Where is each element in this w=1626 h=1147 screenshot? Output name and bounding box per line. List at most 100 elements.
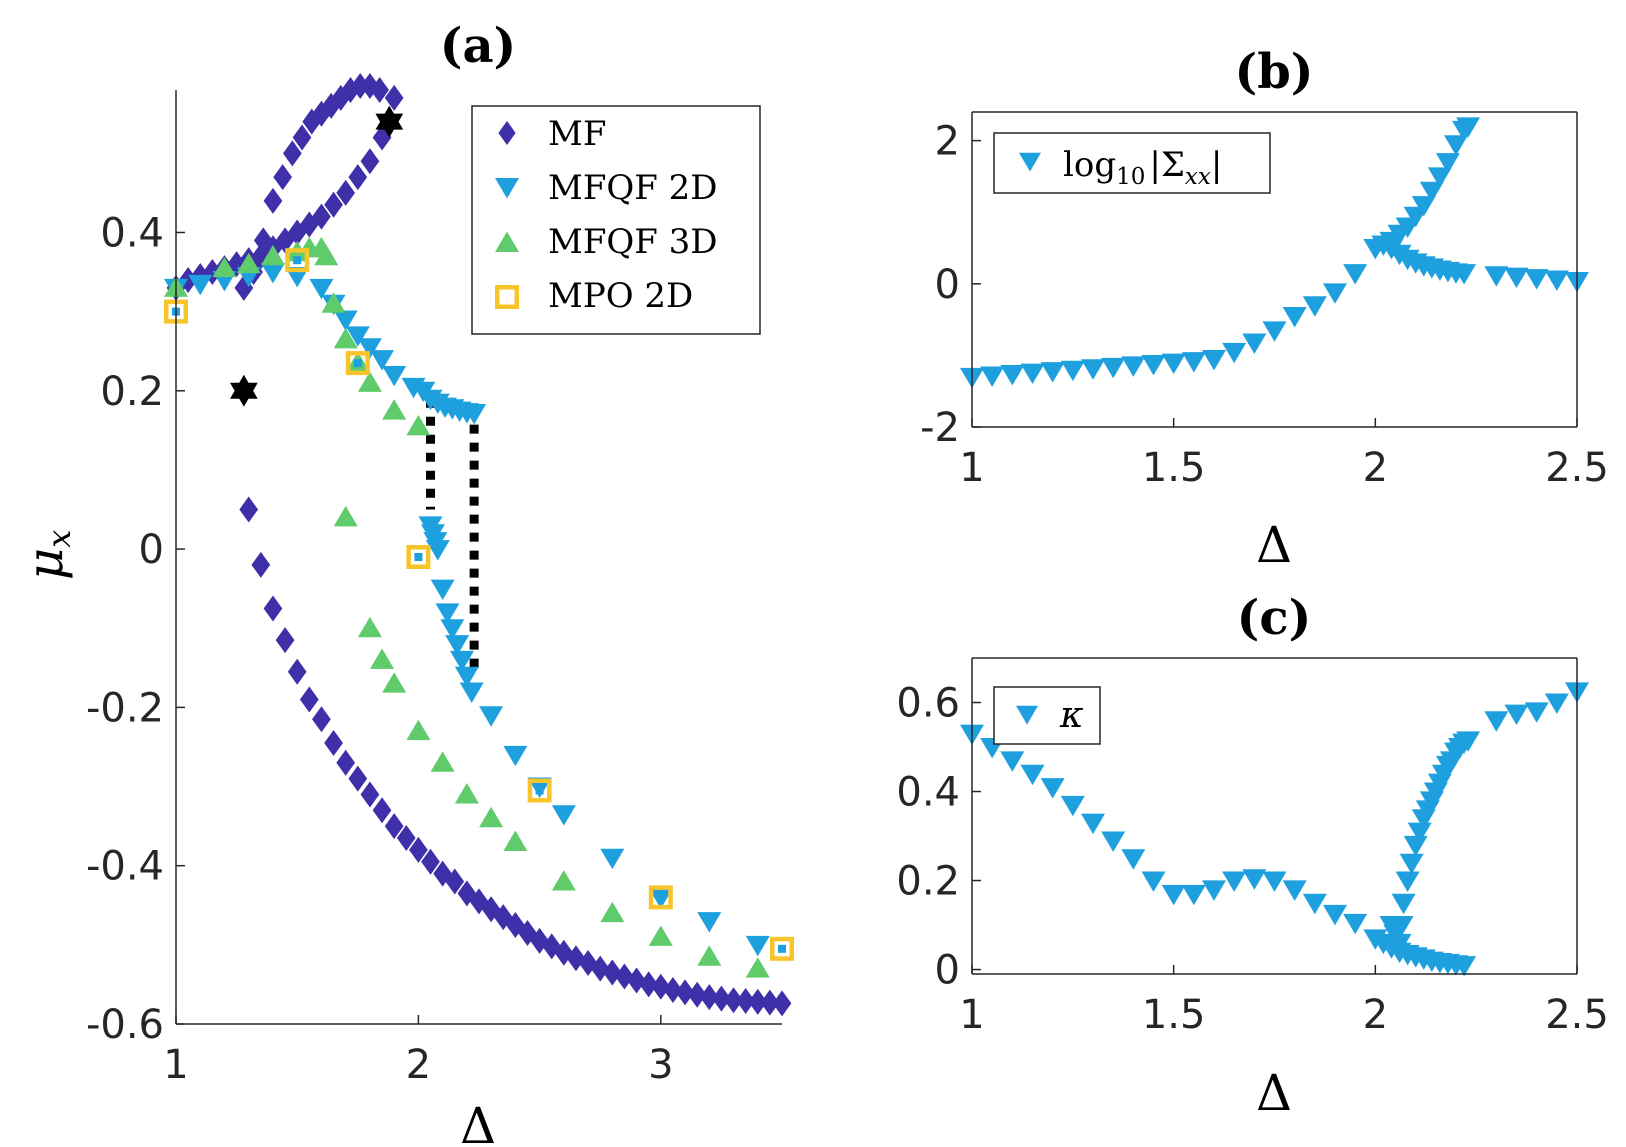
panel-c-title: (c) bbox=[1237, 590, 1312, 646]
data-point-mf bbox=[651, 973, 671, 1000]
legend-marker-kappa bbox=[1016, 705, 1038, 725]
legend-label-kappa: κ bbox=[1059, 695, 1084, 736]
data-point-mpo-2d bbox=[345, 351, 370, 376]
y-tick-label: 0.2 bbox=[896, 859, 960, 905]
panel-b-plot-area bbox=[960, 117, 1589, 389]
y-tick-label: 0.4 bbox=[100, 210, 164, 256]
data-point-log10-xx- bbox=[1060, 360, 1085, 382]
data-point-log10-xx- bbox=[1411, 196, 1436, 217]
data-point-- bbox=[1302, 893, 1327, 915]
data-point-- bbox=[1000, 751, 1025, 772]
data-point-mf bbox=[481, 896, 501, 923]
data-point-mf bbox=[445, 868, 465, 895]
data-point-mf bbox=[282, 140, 302, 167]
data-point-- bbox=[1121, 849, 1146, 870]
data-point-mpo-2d-center bbox=[535, 786, 544, 795]
data-point-mfqf-3d bbox=[551, 870, 576, 891]
data-point-mfqf-2d bbox=[450, 650, 475, 672]
x-tick-label: 2 bbox=[406, 1042, 431, 1088]
y-tick-label: 0 bbox=[935, 948, 960, 994]
data-point-- bbox=[1403, 835, 1428, 857]
data-point-mfqf-3d bbox=[333, 327, 358, 349]
legend-label-mf: MF bbox=[548, 114, 606, 154]
x-tick-label: 1.5 bbox=[1142, 992, 1206, 1038]
y-tick-label: -2 bbox=[920, 405, 960, 451]
panel-a-x-label: Δ bbox=[460, 1097, 496, 1147]
data-point-mf bbox=[234, 274, 254, 301]
panel-a-plot-area bbox=[164, 73, 794, 1017]
data-point-mfqf-2d bbox=[382, 365, 407, 387]
data-point-log10-xx- bbox=[1456, 117, 1481, 138]
data-point-- bbox=[1387, 933, 1412, 955]
data-point-- bbox=[1407, 822, 1432, 843]
data-point-mfqf-2d bbox=[430, 579, 455, 601]
data-point-log10-xx- bbox=[1181, 352, 1206, 373]
data-point-mfqf-2d bbox=[333, 310, 358, 331]
y-tick-label: -0.2 bbox=[86, 685, 164, 731]
data-point-- bbox=[1161, 884, 1186, 906]
data-point-mf bbox=[518, 919, 537, 946]
y-tick-label: 0 bbox=[935, 262, 960, 308]
data-point-mfqf-3d bbox=[236, 252, 261, 274]
legend-marker-mf bbox=[498, 121, 516, 145]
data-point-mfqf-3d bbox=[406, 719, 431, 741]
data-point-log10-xx- bbox=[1222, 342, 1247, 364]
legend-marker-mfqf2d bbox=[495, 178, 519, 199]
data-point-log10-xx- bbox=[1020, 363, 1045, 384]
data-point-mf bbox=[409, 836, 428, 863]
data-point-- bbox=[1395, 871, 1420, 892]
data-point-- bbox=[1504, 704, 1529, 726]
data-point-mpo-2d bbox=[285, 248, 310, 273]
data-point-mf bbox=[348, 765, 368, 792]
data-point-mfqf-2d bbox=[435, 603, 460, 624]
data-point-log10-xx- bbox=[1121, 356, 1146, 377]
data-point-mf bbox=[675, 979, 695, 1006]
data-point-mfqf-3d bbox=[382, 399, 407, 420]
y-tick-label: 0.4 bbox=[896, 770, 960, 816]
panel-a-legend: MF MFQF 2D MFQF 3D MPO 2D bbox=[471, 105, 761, 335]
data-point-mf bbox=[263, 595, 283, 622]
data-point-mfqf-3d bbox=[697, 945, 722, 966]
data-point-mf bbox=[372, 797, 392, 824]
data-point-mpo-2d-center bbox=[778, 944, 786, 953]
data-point-mfqf-2d bbox=[370, 350, 395, 371]
data-point-log10-xx- bbox=[1343, 264, 1368, 285]
y-tick-label: -0.6 bbox=[86, 1002, 164, 1048]
data-point-- bbox=[1141, 871, 1166, 892]
data-point-mfqf-2d bbox=[454, 666, 479, 688]
data-point-mfqf-3d bbox=[745, 957, 770, 978]
legend-marker-mfqf3d bbox=[495, 231, 519, 252]
panel-c-axes: 1 1.5 2 2.5 0 0.2 0.4 0.6 bbox=[896, 657, 1609, 1038]
panel-b-legend-marker bbox=[1019, 152, 1041, 172]
data-point-mfqf-3d bbox=[260, 244, 285, 266]
panel-c-legend-marker bbox=[1016, 705, 1038, 725]
data-point-log10-xx- bbox=[1419, 181, 1444, 203]
data-point-mf bbox=[699, 984, 719, 1011]
data-point-mf bbox=[530, 927, 549, 954]
data-point-mfqf-2d bbox=[503, 745, 528, 767]
panel-b-legend-box bbox=[993, 132, 1271, 194]
legend-label-mpo2d: MPO 2D bbox=[548, 276, 693, 316]
data-point-mfqf-3d bbox=[357, 616, 382, 638]
data-point-mf bbox=[239, 496, 259, 523]
data-point-log10-xx- bbox=[1202, 349, 1226, 371]
data-point-mpo-2d-center bbox=[656, 893, 665, 902]
data-point-mf bbox=[348, 164, 368, 191]
data-point-mf bbox=[324, 730, 343, 757]
y-tick-label: -0.4 bbox=[86, 844, 164, 890]
data-point-star bbox=[230, 374, 258, 407]
data-point-mf bbox=[336, 179, 356, 206]
legend-label-mfqf3d: MFQF 3D bbox=[548, 222, 718, 262]
data-point-- bbox=[1242, 869, 1267, 890]
panel-a: (a) 1 2 3 -0.6 -0.4 -0.2 0 0.2 0.4 Δ μx MF MFQF … bbox=[16, 18, 794, 1147]
data-point-mf bbox=[736, 988, 755, 1015]
y-tick-label: 0.6 bbox=[896, 681, 960, 727]
panel-c-x-label: Δ bbox=[1256, 1064, 1292, 1122]
data-point-mf bbox=[321, 92, 341, 119]
data-point-mf bbox=[663, 976, 683, 1003]
data-point-mf bbox=[687, 981, 707, 1008]
data-point-mf bbox=[324, 191, 343, 218]
x-tick-label: 2 bbox=[1363, 992, 1388, 1038]
data-point-log10-xx- bbox=[1544, 270, 1569, 291]
data-point-mfqf-2d bbox=[745, 935, 770, 957]
